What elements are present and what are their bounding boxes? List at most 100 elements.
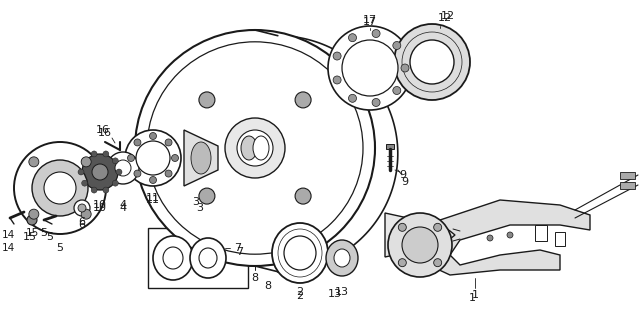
Text: 16: 16 (96, 125, 110, 135)
Text: 12: 12 (441, 11, 455, 21)
Bar (386, 144, 394, 149)
Ellipse shape (388, 213, 452, 277)
Text: 2: 2 (296, 291, 303, 301)
Circle shape (333, 52, 341, 60)
Ellipse shape (115, 160, 131, 176)
Text: 5: 5 (40, 228, 47, 238)
Ellipse shape (326, 240, 358, 276)
Circle shape (295, 188, 311, 204)
Circle shape (91, 187, 97, 193)
Ellipse shape (92, 164, 108, 180)
Circle shape (78, 204, 86, 212)
Ellipse shape (191, 142, 211, 174)
Ellipse shape (225, 118, 285, 178)
Ellipse shape (328, 26, 412, 110)
Text: 13: 13 (328, 289, 342, 299)
Text: 1: 1 (468, 293, 476, 303)
Ellipse shape (342, 40, 398, 96)
Circle shape (27, 215, 37, 225)
Ellipse shape (135, 30, 375, 266)
Circle shape (398, 223, 406, 231)
Bar (620, 172, 635, 179)
Ellipse shape (125, 130, 181, 186)
Ellipse shape (284, 236, 316, 270)
Text: 9: 9 (401, 177, 408, 187)
Ellipse shape (82, 154, 118, 190)
Text: 10: 10 (93, 203, 107, 213)
Bar (535, 225, 547, 241)
Text: 13: 13 (335, 287, 349, 297)
Polygon shape (184, 130, 218, 186)
Circle shape (113, 158, 118, 164)
Circle shape (29, 157, 39, 167)
Circle shape (398, 259, 406, 267)
Polygon shape (385, 213, 455, 257)
Circle shape (116, 169, 122, 175)
Ellipse shape (44, 172, 76, 204)
Ellipse shape (14, 142, 106, 234)
Circle shape (165, 170, 172, 177)
Ellipse shape (402, 227, 438, 263)
Circle shape (82, 158, 88, 164)
Text: 14: 14 (1, 230, 15, 240)
Circle shape (29, 209, 39, 219)
Text: 7: 7 (234, 243, 241, 253)
Circle shape (349, 94, 356, 102)
Circle shape (82, 180, 88, 186)
Ellipse shape (153, 236, 193, 280)
Ellipse shape (147, 42, 363, 254)
Text: 11: 11 (146, 193, 160, 203)
Circle shape (150, 176, 157, 184)
Circle shape (103, 187, 109, 193)
Circle shape (165, 139, 172, 146)
Ellipse shape (136, 141, 170, 175)
Text: 5: 5 (47, 232, 54, 242)
Text: 8: 8 (264, 281, 271, 291)
Ellipse shape (237, 130, 273, 166)
Text: 9: 9 (399, 170, 406, 180)
Ellipse shape (199, 248, 217, 268)
Bar (555, 232, 565, 246)
Text: 7: 7 (236, 247, 244, 257)
Circle shape (333, 76, 341, 84)
Circle shape (372, 30, 380, 37)
Polygon shape (435, 200, 590, 275)
Bar (148, 228, 248, 288)
Text: 17: 17 (363, 17, 377, 27)
Text: 15: 15 (23, 232, 37, 242)
Circle shape (113, 180, 118, 186)
Ellipse shape (241, 136, 257, 160)
Text: 11: 11 (146, 195, 160, 205)
Circle shape (393, 87, 401, 94)
Circle shape (507, 232, 513, 238)
Ellipse shape (272, 223, 328, 283)
Circle shape (150, 133, 157, 140)
Circle shape (81, 209, 91, 219)
Text: 16: 16 (98, 128, 112, 138)
Ellipse shape (334, 249, 350, 267)
Ellipse shape (107, 152, 139, 184)
Ellipse shape (32, 160, 88, 216)
Circle shape (401, 64, 409, 72)
Circle shape (199, 92, 215, 108)
Circle shape (74, 200, 90, 216)
Bar (620, 182, 635, 189)
Circle shape (78, 169, 84, 175)
Circle shape (434, 223, 442, 231)
Ellipse shape (163, 247, 183, 269)
Circle shape (199, 188, 215, 204)
Circle shape (172, 154, 179, 162)
Text: 15: 15 (26, 228, 38, 238)
Text: 4: 4 (120, 200, 127, 210)
Ellipse shape (253, 136, 269, 160)
Text: 3: 3 (193, 197, 200, 207)
Circle shape (127, 154, 134, 162)
Ellipse shape (394, 24, 470, 100)
Circle shape (372, 99, 380, 106)
Text: 6: 6 (79, 217, 86, 227)
Circle shape (91, 151, 97, 157)
Text: 2: 2 (296, 287, 303, 297)
Circle shape (134, 170, 141, 177)
Text: 1: 1 (472, 290, 479, 300)
Text: 5: 5 (56, 243, 63, 253)
